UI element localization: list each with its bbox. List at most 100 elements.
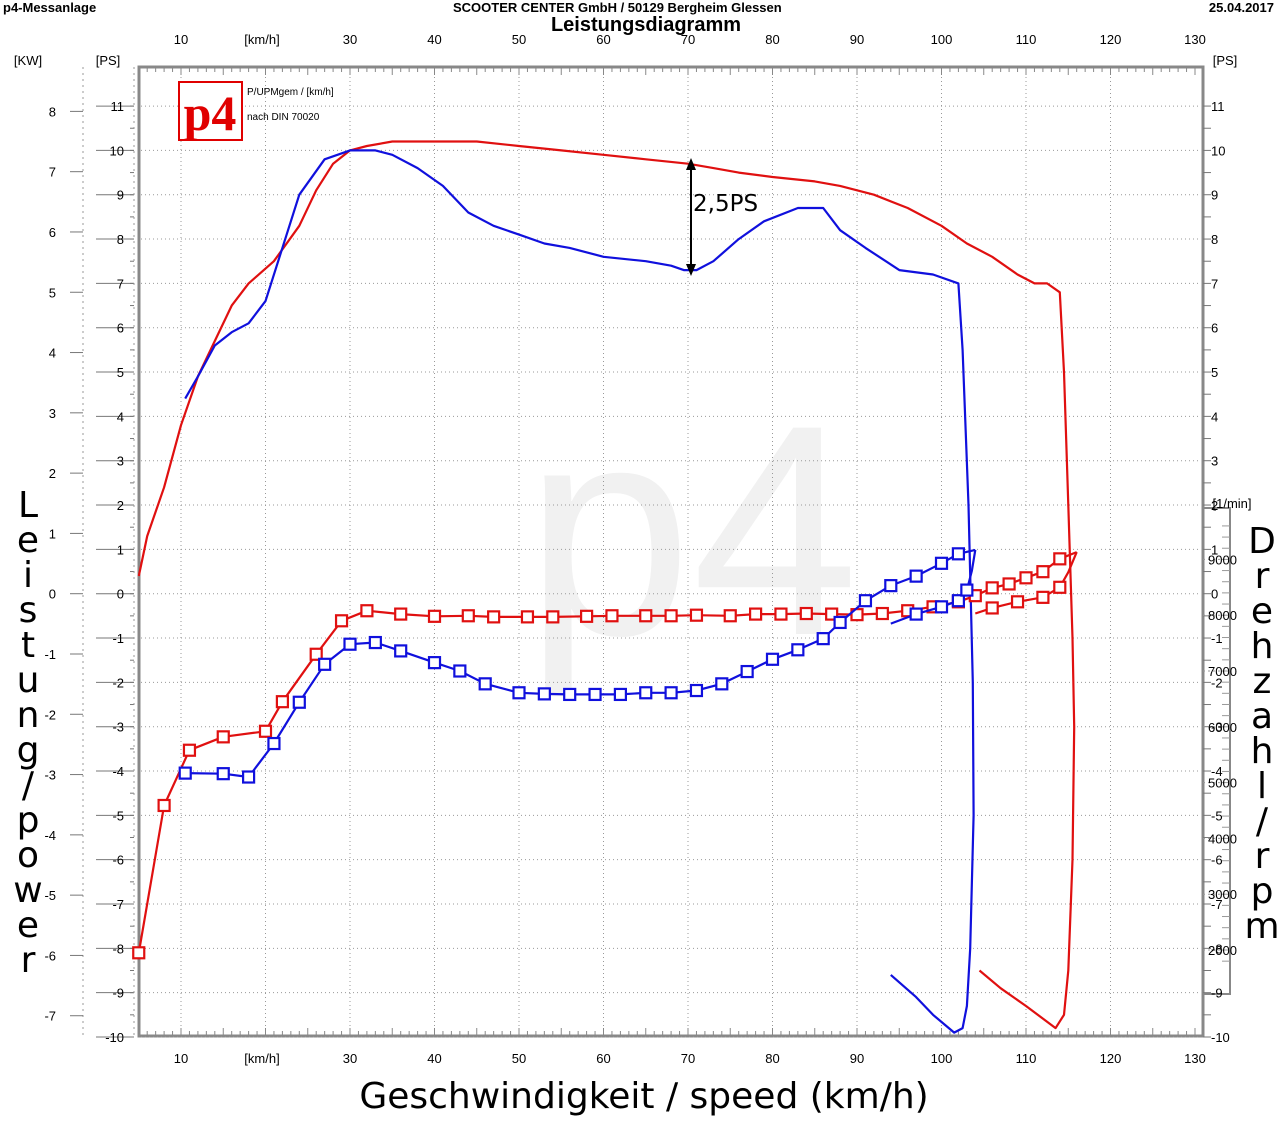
ps-tick-label-left: -10 — [105, 1030, 124, 1045]
rpm-marker-red — [1036, 565, 1050, 579]
y-label-left-letter: r — [20, 940, 36, 981]
app-name: p4-Messanlage — [3, 0, 97, 15]
kw-tick-label: 6 — [49, 225, 56, 240]
rpm-marker-red — [427, 609, 442, 623]
ps-tick-label-left: -6 — [112, 853, 124, 868]
x-tick-label-bottom: 130 — [1184, 1051, 1206, 1066]
x-tick-label-bottom: 80 — [765, 1051, 779, 1066]
rpm-tick-label: 7000 — [1208, 664, 1237, 679]
kw-tick-label: -1 — [44, 647, 56, 662]
rpm-marker-blue — [639, 686, 653, 700]
x-tick-label-top: 40 — [427, 32, 441, 47]
ps-tick-label-right: 8 — [1211, 232, 1218, 247]
y-label-right-letter: h — [1250, 731, 1274, 772]
y-label-right-letter: r — [1254, 556, 1270, 597]
rpm-marker-red — [216, 730, 230, 744]
difference-annotation: 2,5PS — [693, 191, 758, 217]
ps-tick-label-right: 11 — [1211, 99, 1225, 114]
difference-arrow-head-bottom — [686, 264, 696, 276]
rpm-marker-blue — [478, 677, 492, 691]
ps-tick-label-right: -8 — [1211, 941, 1223, 956]
rpm-marker-red — [360, 604, 374, 618]
rpm-marker-blue — [613, 687, 628, 702]
legend-note-line1: P/UPMgem / [km/h] — [247, 87, 334, 98]
x-tick-label-top: 30 — [343, 32, 357, 47]
rpm-line-blue — [185, 548, 976, 779]
x-tick-label-top: 50 — [512, 32, 526, 47]
rpm-marker-blue — [715, 677, 729, 691]
ps-tick-label-left: 4 — [117, 409, 124, 424]
x-unit-bottom: [km/h] — [244, 1051, 279, 1066]
rpm-tick-label: 8000 — [1208, 608, 1237, 623]
rpm-marker-blue — [368, 635, 382, 650]
kw-tick-label: 0 — [49, 587, 56, 602]
ps-tick-label-left: 1 — [117, 542, 124, 557]
plot-frame — [137, 65, 1205, 1038]
x-tick-label-bottom: 50 — [512, 1051, 526, 1066]
rpm-marker-blue — [394, 644, 408, 658]
ps-tick-label-right: -2 — [1211, 675, 1223, 690]
ps-tick-label-left: 10 — [110, 143, 124, 158]
y-label-right-letter: z — [1252, 661, 1272, 702]
ps-unit-right: [PS] — [1213, 53, 1238, 68]
x-tick-label-top: 60 — [596, 32, 610, 47]
power-line-red — [137, 140, 1076, 1030]
rpm-marker-red — [985, 601, 999, 615]
rpm-marker-red — [1010, 595, 1025, 609]
ps-tick-label-left: -4 — [112, 764, 124, 779]
kw-tick-label: -7 — [44, 1009, 56, 1024]
y-label-right-letter: m — [1244, 906, 1280, 947]
kw-tick-label: 2 — [49, 466, 56, 481]
y-label-right-letter: D — [1248, 521, 1276, 562]
rpm-marker-red — [664, 609, 678, 623]
series-layer — [132, 140, 1078, 1034]
rpm-marker-red — [748, 607, 763, 621]
company-name: SCOOTER CENTER GmbH / 50129 Bergheim Gle… — [453, 0, 782, 15]
ps-tick-label-left: 8 — [117, 232, 124, 247]
x-tick-label-top: 80 — [765, 32, 779, 47]
ps-tick-label-left: 7 — [117, 276, 124, 291]
y-label-left-letter: u — [16, 660, 40, 701]
rpm-tick-label: 4000 — [1208, 831, 1237, 846]
x-axis-label: Geschwindigkeit / speed (km/h) — [359, 1076, 929, 1117]
rpm-marker-red — [723, 609, 737, 623]
y-label-left-letter: o — [16, 835, 40, 876]
rpm-marker-red — [1036, 590, 1050, 604]
ps-tick-label-right: -9 — [1211, 986, 1223, 1001]
y-label-left-letter: i — [22, 555, 33, 596]
ps-tick-label-left: 5 — [117, 365, 124, 380]
axis-ticks: 1010303040405050606070708080909010010011… — [44, 32, 1236, 1066]
watermark: p4 — [525, 362, 859, 698]
ps-tick-label-right: -3 — [1211, 720, 1223, 735]
x-tick-label-top: 90 — [850, 32, 864, 47]
x-tick-label-top: 120 — [1100, 32, 1122, 47]
y-label-right-letter: a — [1250, 696, 1274, 737]
y-label-left-letter: e — [16, 520, 40, 561]
legend-note-line2: nach DIN 70020 — [247, 112, 320, 123]
ps-tick-label-right: -10 — [1211, 1030, 1230, 1045]
x-tick-label-top: 10 — [174, 32, 188, 47]
rpm-marker-red — [258, 724, 273, 738]
kw-tick-label: -5 — [44, 888, 56, 903]
rpm-marker-blue — [909, 607, 923, 621]
rpm-marker-blue — [318, 657, 332, 671]
x-tick-label-bottom: 120 — [1100, 1051, 1122, 1066]
x-tick-label-top: 130 — [1184, 32, 1206, 47]
rpm-marker-blue — [343, 637, 357, 651]
rpm-marker-red — [461, 609, 475, 623]
report-date: 25.04.2017 — [1208, 0, 1274, 15]
rpm-marker-red — [579, 609, 594, 623]
ps-tick-label-left: -9 — [112, 986, 124, 1001]
y-label-right-letter: h — [1250, 626, 1274, 667]
rpm-marker-red — [774, 607, 788, 621]
rpm-marker-red — [875, 606, 889, 621]
rpm-marker-blue — [791, 643, 805, 657]
kw-tick-label: 7 — [49, 165, 56, 180]
ps-tick-label-left: -2 — [112, 675, 124, 690]
ps-tick-label-right: -4 — [1211, 764, 1223, 779]
logo-box — [178, 81, 243, 141]
y-label-right-letter: r — [1254, 836, 1270, 877]
rpm-marker-red — [394, 607, 408, 621]
rpm-marker-blue — [216, 767, 230, 781]
ps-tick-label-left: 6 — [117, 321, 124, 336]
